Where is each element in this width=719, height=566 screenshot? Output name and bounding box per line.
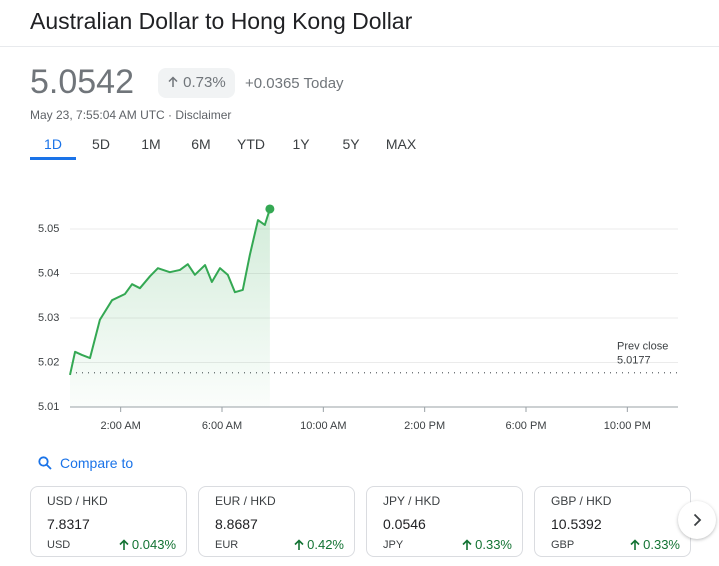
timestamp-row: May 23, 7:55:04 AM UTC · Disclaimer	[30, 108, 231, 122]
currency: EUR	[215, 539, 239, 551]
pair: GBP / HKD	[551, 494, 612, 508]
timestamp: May 23, 7:55:04 AM UTC ·	[30, 108, 173, 122]
x-tick-label: 10:00 AM	[300, 420, 346, 432]
change-value: 0.33%	[643, 537, 680, 552]
change-value: 0.043%	[131, 537, 176, 552]
change-badge: 0.73%	[158, 68, 235, 98]
compare-card[interactable]: GBP / HKD 10.5392 GBP 0.33%	[534, 486, 691, 557]
card-change: 0.043%	[118, 537, 176, 552]
x-tick-label: 6:00 AM	[202, 420, 242, 432]
range-tab[interactable]: MAX	[385, 136, 417, 152]
pair: JPY / HKD	[383, 494, 441, 508]
range-tab[interactable]: 5D	[92, 136, 110, 152]
chevron	[693, 513, 702, 527]
x-tick-label: 10:00 PM	[604, 420, 651, 432]
price: 5.0542	[30, 63, 134, 101]
x-tick-label: 2:00 AM	[100, 420, 140, 432]
y-tick-label: 5.04	[38, 267, 59, 279]
change-value: 0.33%	[475, 537, 512, 552]
y-tick-label: 5.05	[38, 223, 59, 235]
area	[70, 208, 270, 407]
compare-button[interactable]: Compare to	[38, 455, 133, 471]
y-tick-label: 5.03	[38, 312, 59, 324]
range-tab[interactable]: 5Y	[342, 136, 360, 152]
range-tab[interactable]: YTD	[237, 136, 265, 152]
pair: EUR / HKD	[215, 494, 276, 508]
compare-card[interactable]: USD / HKD 7.8317 USD 0.043%	[30, 486, 187, 557]
currency: JPY	[383, 539, 404, 551]
currency: GBP	[551, 539, 575, 551]
change-absolute: +0.0365 Today	[245, 75, 344, 92]
price-line	[69, 208, 271, 376]
compare-card[interactable]: JPY / HKD 0.0546 JPY 0.33%	[366, 486, 523, 557]
range-tabs: 1D 5D 1M 6M YTD 1Y 5Y MAX	[30, 136, 426, 160]
disclaimer-link[interactable]: Disclaimer	[175, 108, 232, 122]
page-title: Australian Dollar to Hong Kong Dollar	[30, 8, 413, 34]
up-arrow	[630, 538, 640, 550]
y-tick-label: 5.01	[38, 401, 59, 413]
range-tab[interactable]: 1D	[30, 136, 76, 160]
last-point	[265, 204, 275, 214]
up-arrow	[119, 538, 129, 550]
card-change: 0.42%	[293, 537, 344, 552]
card-price: 10.5392	[551, 516, 602, 532]
prev-close-label: Prev close	[617, 341, 668, 353]
up-arrow	[462, 538, 472, 550]
range-tab[interactable]: 1M	[141, 136, 161, 152]
card-price: 7.8317	[47, 516, 90, 532]
x-tick-label: 2:00 PM	[404, 420, 445, 432]
search-icon	[38, 456, 52, 470]
card-change: 0.33%	[461, 537, 512, 552]
card-price: 0.0546	[383, 516, 426, 532]
compare-label: Compare to	[60, 455, 134, 471]
prev-close-value: 5.0177	[617, 355, 651, 367]
y-tick-label: 5.02	[38, 356, 59, 368]
x-tick-label: 6:00 PM	[506, 420, 547, 432]
range-tab[interactable]: 1Y	[292, 136, 310, 152]
change-value: 0.42%	[307, 537, 344, 552]
chart: 5.01 5.02 5.03 5.04 5.05 2:00 AM 6:00 AM 10:00 …	[38, 204, 678, 432]
compare-card[interactable]: EUR / HKD 8.8687 EUR 0.42%	[198, 486, 355, 557]
next-button[interactable]	[678, 501, 716, 539]
card-price: 8.8687	[215, 516, 258, 532]
divider	[0, 46, 719, 47]
up-arrow	[168, 76, 178, 87]
change-percent: 0.73%	[183, 74, 226, 91]
card-change: 0.33%	[629, 537, 680, 552]
up-arrow	[294, 538, 304, 550]
currency: USD	[47, 539, 71, 551]
range-tab[interactable]: 6M	[191, 136, 211, 152]
pair: USD / HKD	[47, 494, 108, 508]
